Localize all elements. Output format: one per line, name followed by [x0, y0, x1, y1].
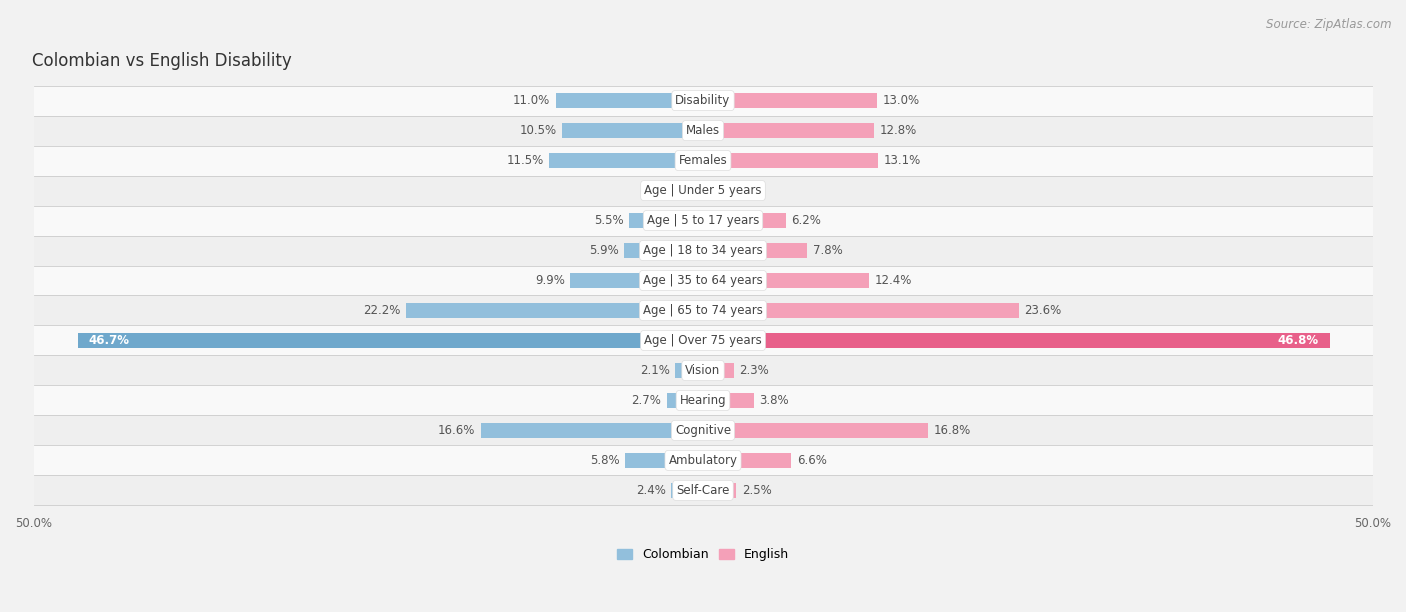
Text: Females: Females	[679, 154, 727, 167]
Bar	[34, 356, 1372, 386]
Bar	[703, 393, 754, 408]
Text: Ambulatory: Ambulatory	[668, 454, 738, 467]
Text: 2.3%: 2.3%	[740, 364, 769, 377]
Text: 6.2%: 6.2%	[792, 214, 821, 227]
Bar	[703, 423, 928, 438]
Bar	[481, 423, 703, 438]
Bar	[703, 123, 875, 138]
Text: 16.8%: 16.8%	[934, 424, 970, 437]
Bar	[703, 333, 1330, 348]
Bar	[34, 116, 1372, 146]
Bar	[34, 206, 1372, 236]
Bar	[77, 333, 703, 348]
Bar	[703, 483, 737, 498]
Text: 1.7%: 1.7%	[731, 184, 761, 197]
Text: Age | 65 to 74 years: Age | 65 to 74 years	[643, 304, 763, 317]
Bar	[703, 453, 792, 468]
Text: Source: ZipAtlas.com: Source: ZipAtlas.com	[1267, 18, 1392, 31]
Text: 46.7%: 46.7%	[89, 334, 129, 347]
Bar	[571, 273, 703, 288]
Text: 10.5%: 10.5%	[520, 124, 557, 137]
Bar	[703, 273, 869, 288]
Text: Age | 35 to 64 years: Age | 35 to 64 years	[643, 274, 763, 287]
Bar	[34, 176, 1372, 206]
Text: Age | Over 75 years: Age | Over 75 years	[644, 334, 762, 347]
Bar	[406, 303, 703, 318]
Bar	[703, 243, 807, 258]
Text: Age | Under 5 years: Age | Under 5 years	[644, 184, 762, 197]
Bar	[703, 183, 725, 198]
Text: 1.2%: 1.2%	[652, 184, 682, 197]
Text: Self-Care: Self-Care	[676, 484, 730, 497]
Bar	[703, 93, 877, 108]
Text: 11.5%: 11.5%	[506, 154, 544, 167]
Text: 12.4%: 12.4%	[875, 274, 911, 287]
Text: 23.6%: 23.6%	[1025, 304, 1062, 317]
Text: 2.7%: 2.7%	[631, 394, 661, 407]
Bar	[688, 183, 703, 198]
Text: 9.9%: 9.9%	[536, 274, 565, 287]
Bar	[626, 453, 703, 468]
Text: 2.5%: 2.5%	[742, 484, 772, 497]
Bar	[34, 266, 1372, 296]
Bar	[630, 213, 703, 228]
Bar	[666, 393, 703, 408]
Bar	[703, 363, 734, 378]
Text: Age | 5 to 17 years: Age | 5 to 17 years	[647, 214, 759, 227]
Bar	[703, 303, 1019, 318]
Text: Age | 18 to 34 years: Age | 18 to 34 years	[643, 244, 763, 257]
Text: Disability: Disability	[675, 94, 731, 107]
Bar	[703, 213, 786, 228]
Text: 5.8%: 5.8%	[591, 454, 620, 467]
Text: Vision: Vision	[685, 364, 721, 377]
Bar	[34, 296, 1372, 326]
Text: Hearing: Hearing	[679, 394, 727, 407]
Bar	[671, 483, 703, 498]
Text: 2.4%: 2.4%	[636, 484, 665, 497]
Text: 46.8%: 46.8%	[1278, 334, 1319, 347]
Text: Males: Males	[686, 124, 720, 137]
Bar	[34, 86, 1372, 116]
Text: 16.6%: 16.6%	[439, 424, 475, 437]
Text: Cognitive: Cognitive	[675, 424, 731, 437]
Text: Colombian vs English Disability: Colombian vs English Disability	[32, 52, 292, 70]
Text: 5.5%: 5.5%	[595, 214, 624, 227]
Bar	[34, 476, 1372, 506]
Text: 5.9%: 5.9%	[589, 244, 619, 257]
Text: 3.8%: 3.8%	[759, 394, 789, 407]
Text: 13.0%: 13.0%	[883, 94, 920, 107]
Bar	[34, 386, 1372, 416]
Bar	[34, 416, 1372, 446]
Bar	[624, 243, 703, 258]
Bar	[703, 153, 879, 168]
Bar	[562, 123, 703, 138]
Bar	[548, 153, 703, 168]
Text: 6.6%: 6.6%	[797, 454, 827, 467]
Bar	[34, 326, 1372, 356]
Legend: Colombian, English: Colombian, English	[617, 548, 789, 561]
Bar	[675, 363, 703, 378]
Text: 7.8%: 7.8%	[813, 244, 842, 257]
Bar	[34, 446, 1372, 476]
Text: 11.0%: 11.0%	[513, 94, 550, 107]
Bar	[555, 93, 703, 108]
Text: 13.1%: 13.1%	[884, 154, 921, 167]
Text: 2.1%: 2.1%	[640, 364, 669, 377]
Bar	[34, 236, 1372, 266]
Text: 22.2%: 22.2%	[363, 304, 401, 317]
Bar	[34, 146, 1372, 176]
Text: 12.8%: 12.8%	[880, 124, 917, 137]
